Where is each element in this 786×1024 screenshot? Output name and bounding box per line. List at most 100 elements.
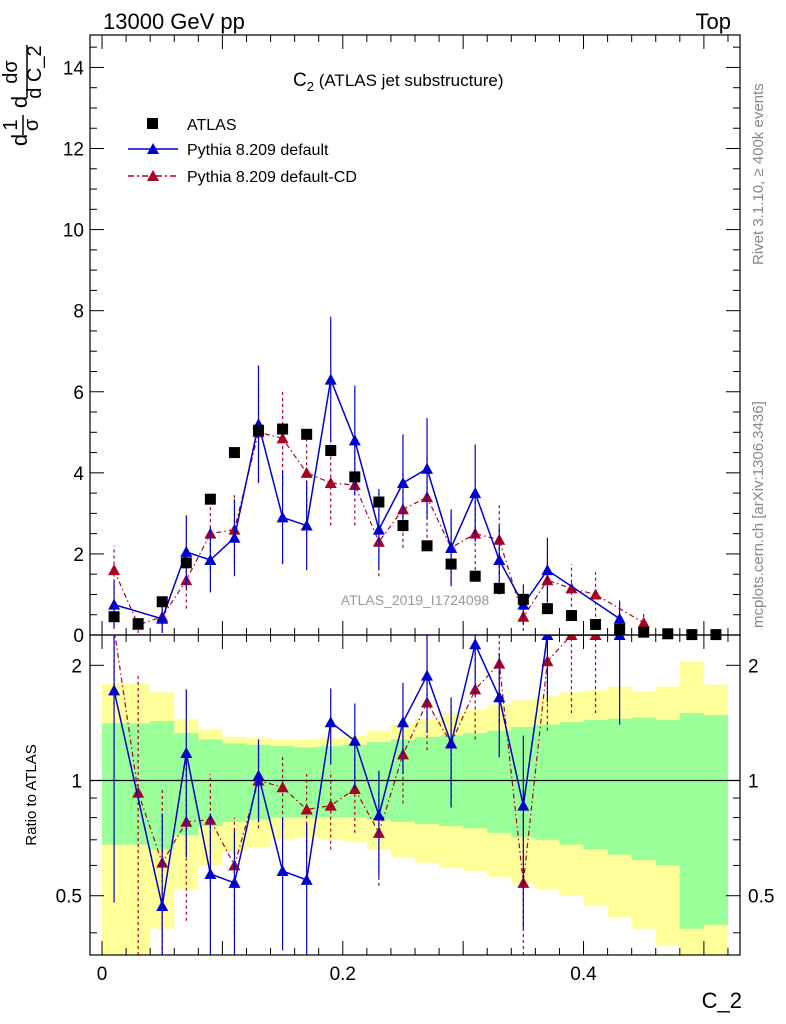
ratio-point-default-cd bbox=[324, 799, 337, 811]
plot-title-subscript: 2 bbox=[307, 79, 314, 94]
legend-label-atlas: ATLAS bbox=[187, 117, 237, 134]
ratio-point-default bbox=[276, 865, 289, 877]
plot-title-text: (ATLAS jet substructure) bbox=[314, 71, 504, 90]
main-point-atlas bbox=[253, 424, 265, 436]
ratio-point-default bbox=[372, 809, 385, 821]
ylabel-part-g: C_2 bbox=[24, 45, 46, 82]
main-point-default-cd bbox=[637, 616, 650, 628]
mcplots-label: mcplots.cern.ch [arXiv:1306.3436] bbox=[750, 401, 767, 628]
main-point-default-cd bbox=[324, 476, 337, 488]
rivet-label: Rivet 3.1.10, ≥ 400k events bbox=[750, 83, 767, 265]
ratio-point-default bbox=[445, 737, 458, 749]
ratio-point-default bbox=[541, 635, 554, 640]
main-point-atlas bbox=[638, 626, 650, 638]
main-ylabel: d 1 σ d dσ d C_2 bbox=[0, 45, 46, 146]
ylabel-part-d: d bbox=[7, 96, 32, 108]
main-point-atlas bbox=[204, 493, 216, 505]
legend: ATLAS Pythia 8.209 default Pythia 8.209 … bbox=[128, 117, 357, 186]
legend-label-default-cd: Pythia 8.209 default-CD bbox=[187, 169, 357, 186]
ratio-point-default bbox=[469, 638, 482, 650]
plot-title-symbol: C bbox=[293, 70, 307, 91]
main-point-atlas bbox=[517, 593, 529, 605]
ratio-point-default bbox=[252, 769, 265, 781]
main-point-atlas bbox=[421, 540, 433, 552]
main-line-default-cd bbox=[113, 431, 645, 626]
main-point-atlas bbox=[445, 558, 457, 570]
ylabel-part-b: 1 bbox=[0, 119, 22, 130]
ylabel-part-f-g: d C_2 bbox=[24, 45, 46, 98]
main-point-atlas bbox=[301, 428, 313, 440]
main-point-default-cd bbox=[108, 564, 121, 576]
main-point-default bbox=[324, 373, 337, 385]
ratio-point-default bbox=[396, 716, 409, 728]
analysis-watermark: ATLAS_2019_I1724098 bbox=[341, 592, 490, 608]
ratio-band-inner bbox=[703, 715, 728, 925]
main-point-default bbox=[421, 462, 434, 474]
ratio-point-default-cd bbox=[589, 635, 602, 640]
ylabel-part-c: σ bbox=[21, 118, 43, 131]
main-point-atlas bbox=[180, 557, 192, 569]
main-ytick-label: 6 bbox=[73, 383, 84, 404]
main-point-default bbox=[156, 612, 169, 624]
ratio-point-default bbox=[348, 734, 361, 746]
main-ytick-label: 0 bbox=[73, 626, 84, 647]
legend-marker-atlas bbox=[147, 118, 158, 129]
main-point-default bbox=[613, 612, 626, 624]
ratio-point-default bbox=[156, 900, 169, 912]
ylabel-part-a: d bbox=[7, 134, 32, 146]
main-ytick-label: 12 bbox=[63, 140, 84, 161]
main-point-atlas bbox=[469, 570, 481, 582]
header-process: Top bbox=[696, 9, 731, 34]
main-point-atlas bbox=[108, 611, 120, 623]
main-point-atlas bbox=[541, 603, 553, 615]
ratio-xtick-label: 0.2 bbox=[330, 964, 356, 985]
main-point-default bbox=[348, 434, 361, 446]
ratio-point-default-cd bbox=[300, 803, 313, 815]
ratio-band-inner bbox=[631, 717, 656, 860]
main-point-atlas bbox=[373, 496, 385, 508]
main-point-atlas bbox=[493, 582, 505, 594]
ratio-band-inner bbox=[583, 719, 608, 850]
main-point-atlas bbox=[156, 596, 168, 608]
ratio-point-default bbox=[324, 716, 337, 728]
main-point-atlas bbox=[325, 445, 337, 457]
ratio-point-default-cd bbox=[276, 781, 289, 793]
main-point-default-cd bbox=[276, 432, 289, 444]
main-ytick-label: 8 bbox=[73, 302, 84, 323]
main-point-atlas bbox=[614, 623, 626, 635]
ratio-ytick-label-left: 1 bbox=[71, 772, 82, 793]
ratio-ytick-label-right: 2 bbox=[748, 656, 759, 677]
main-point-default-cd bbox=[565, 582, 578, 594]
plot-title: C2 (ATLAS jet substructure) bbox=[293, 70, 504, 94]
main-point-default bbox=[300, 519, 313, 531]
main-point-atlas bbox=[662, 628, 674, 640]
ratio-ytick-label-right: 0.5 bbox=[748, 887, 774, 908]
ratio-point-default bbox=[180, 747, 193, 759]
main-point-atlas bbox=[565, 610, 577, 622]
main-point-atlas bbox=[590, 618, 602, 630]
ratio-band-inner bbox=[679, 713, 704, 929]
main-point-default bbox=[372, 523, 385, 535]
main-point-atlas bbox=[228, 447, 240, 459]
ratio-ytick-label-right: 1 bbox=[748, 772, 759, 793]
ratio-xtick-label: 0 bbox=[97, 964, 108, 985]
main-point-default bbox=[204, 554, 217, 565]
ratio-point-default bbox=[421, 669, 434, 681]
main-point-default bbox=[276, 511, 289, 523]
legend-marker-default bbox=[147, 143, 159, 154]
ratio-point-default bbox=[108, 684, 121, 696]
main-point-default bbox=[228, 531, 241, 543]
header-energy: 13000 GeV pp bbox=[103, 9, 245, 34]
x-axis-label: C_2 bbox=[702, 988, 742, 1013]
ratio-band-inner bbox=[222, 743, 247, 822]
ratio-point-default bbox=[517, 799, 530, 811]
ratio-point-default bbox=[204, 867, 217, 879]
ratio-point-default-cd bbox=[565, 635, 578, 640]
ratio-band-inner bbox=[535, 724, 560, 840]
ratio-xtick-label: 0.4 bbox=[570, 964, 597, 985]
ratio-point-default bbox=[300, 873, 313, 885]
ratio-point-default bbox=[613, 635, 626, 640]
legend-marker-default-cd bbox=[147, 170, 159, 181]
main-point-default bbox=[108, 598, 121, 610]
main-point-default bbox=[541, 564, 554, 576]
